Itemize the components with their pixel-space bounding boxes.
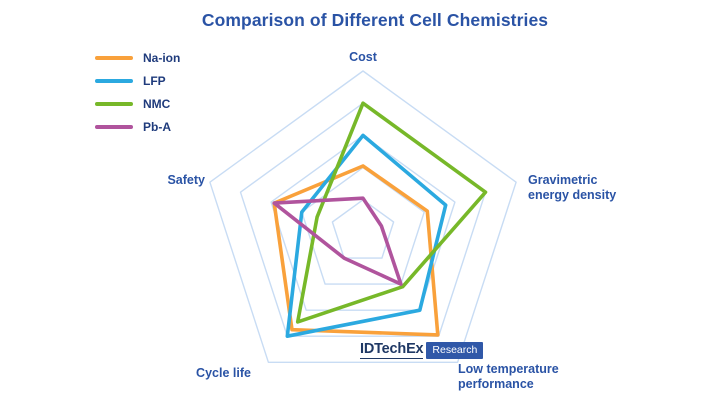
idtechex-watermark: IDTechEx Research [360,341,484,359]
nmc-color-swatch [95,101,133,106]
axis-label-cycle-life: Cycle life [196,366,251,380]
grid-ring-level-3 [270,134,456,311]
grid-ring-level-5 [209,70,517,363]
page-title: Comparison of Different Cell Chemistries [201,10,549,30]
legend-label-nmc: NMC [143,96,171,111]
axis-label-gravimetric-energy-density: Gravimetric energy density [528,173,617,203]
legend-label-na-ion: Na-ion [143,50,181,65]
legend: Na-ion LFP NMC Pb-A [95,48,180,140]
axis-label-low-temperature-performance: Low temperature performance [458,362,559,392]
series-polygon-nmc [295,101,488,324]
legend-label-lfp: LFP [143,73,166,88]
legend-item-na-ion: Na-ion [95,48,180,67]
legend-item-pb-a: Pb-A [95,117,180,136]
axis-label-cost: Cost [349,50,377,64]
legend-item-lfp: LFP [95,71,180,90]
idtechex-logo: IDTechEx [360,341,424,359]
grid-ring-level-2 [301,166,425,285]
lfp-color-swatch [95,78,133,83]
legend-item-nmc: NMC [95,94,180,113]
pb-a-color-swatch [95,124,133,129]
axis-label-safety: Safety [167,173,205,187]
series-polygon-pb-a [272,196,403,286]
research-badge: Research [426,341,484,359]
grid-ring-level-1 [331,199,395,259]
legend-label-pb-a: Pb-A [143,119,171,134]
na-ion-color-swatch [95,55,133,60]
series-polygon-lfp [285,133,448,339]
series-polygon-na-ion [272,164,440,337]
